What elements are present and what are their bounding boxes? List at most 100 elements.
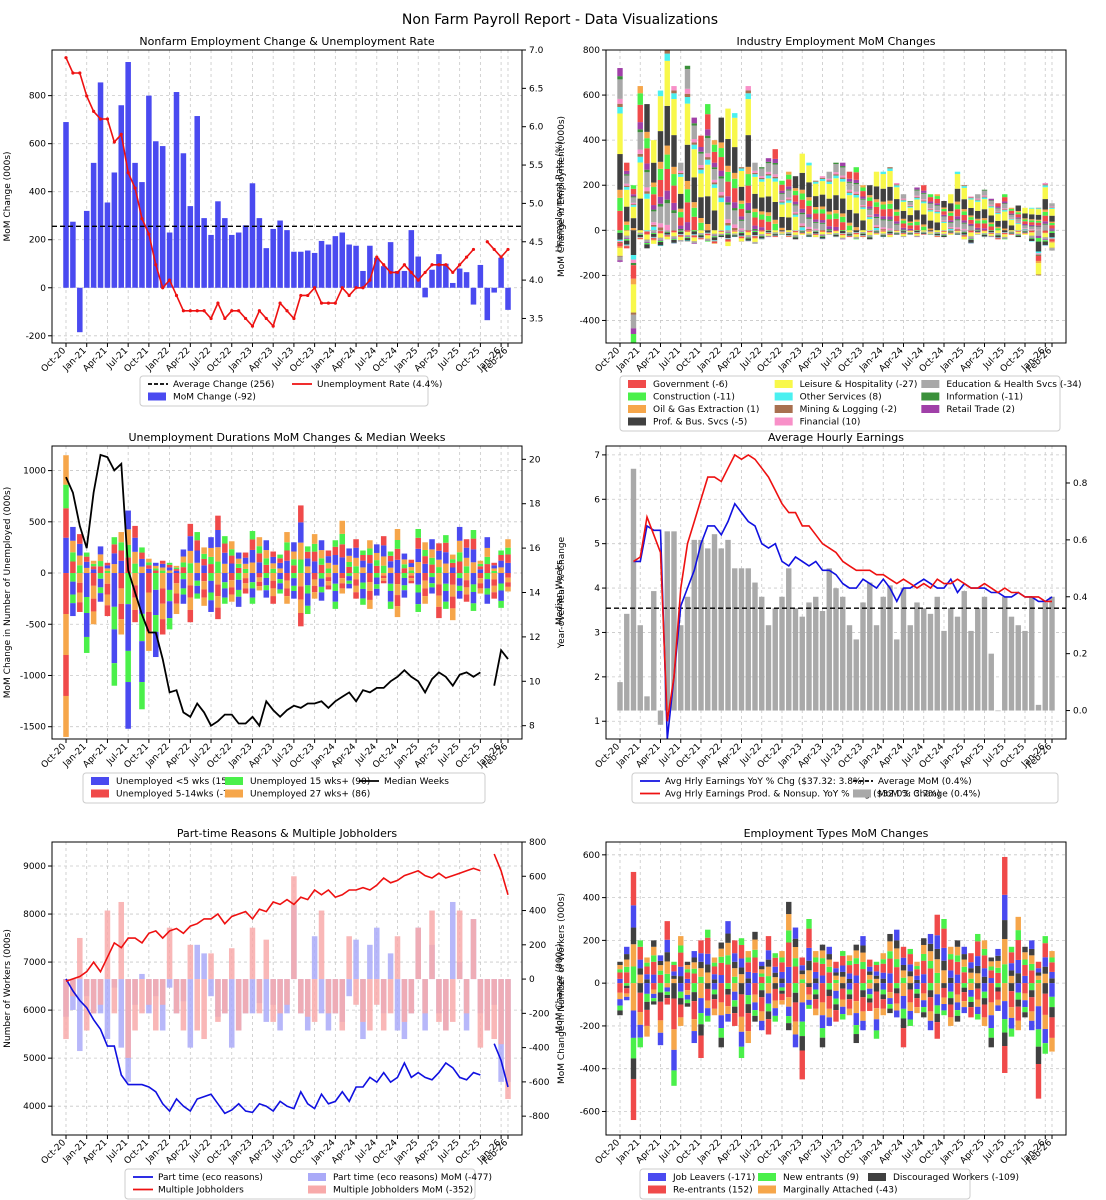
stacked-bar-segment (846, 192, 853, 196)
stacked-bar-segment (765, 196, 772, 213)
stacked-bar-segment (968, 226, 974, 231)
stacked-bar-segment (988, 983, 994, 1003)
stacked-bar-segment (961, 209, 967, 212)
stacked-bar-segment (698, 151, 704, 154)
stacked-bar-segment (277, 554, 283, 559)
stacked-bar-segment (339, 544, 346, 558)
stacked-bar-segment (860, 235, 866, 237)
stacked-bar-segment (752, 1010, 758, 1016)
stacked-bar-segment (380, 565, 387, 574)
stacked-bar-segment (718, 233, 724, 235)
stacked-bar-segment (948, 227, 954, 229)
stacked-bar-segment (180, 594, 187, 604)
stacked-bar-segment (853, 172, 859, 180)
stacked-bar-segment (786, 1023, 792, 1031)
stacked-bar-segment (867, 988, 873, 995)
stacked-bar-segment (732, 147, 738, 173)
stacked-bar-segment (63, 537, 69, 574)
stacked-bar-segment (671, 90, 677, 94)
stacked-bar-segment (806, 1004, 812, 1009)
stacked-bar-segment (738, 170, 745, 187)
stacked-bar-segment (691, 230, 697, 232)
stacked-bar-segment (1015, 223, 1021, 225)
stacked-bar-segment (651, 205, 657, 210)
stacked-bar-segment (813, 978, 819, 984)
stacked-bar-segment (759, 983, 765, 991)
stacked-bar-segment (806, 234, 812, 236)
stacked-bar-segment (954, 1002, 961, 1011)
stacked-bar-segment (786, 232, 792, 233)
stacked-bar-segment (104, 568, 111, 571)
stacked-bar-segment (792, 190, 799, 196)
bar-multiple-jobholders-mom (118, 901, 125, 980)
stacked-bar-segment (104, 565, 111, 569)
stacked-bar-segment (664, 145, 670, 155)
stacked-bar-segment (1022, 228, 1028, 229)
stacked-bar-segment (1008, 1017, 1015, 1029)
stacked-bar-segment (139, 558, 145, 567)
stacked-bar-segment (927, 997, 934, 1012)
stacked-bar-segment (914, 199, 920, 211)
stacked-bar-segment (772, 178, 778, 182)
stacked-bar-segment (298, 573, 304, 587)
stacked-bar-segment (1022, 952, 1028, 960)
stacked-bar-segment (1022, 231, 1028, 233)
stacked-bar-segment (1035, 237, 1042, 242)
stacked-bar-segment (1015, 210, 1021, 213)
stacked-bar-segment (651, 239, 657, 241)
stacked-bar-segment (968, 196, 974, 198)
bar-mom-change (498, 257, 504, 288)
stacked-bar-segment (284, 532, 290, 543)
bar-multiple-jobholders-mom (215, 979, 221, 1022)
unemployment-rate-line-point (188, 309, 192, 313)
stacked-bar-segment (961, 946, 967, 955)
stacked-bar-segment (813, 221, 819, 223)
stacked-bar-segment (826, 234, 832, 235)
stacked-bar-segment (651, 187, 657, 195)
bar-multiple-jobholders-mom (139, 979, 145, 1014)
stacked-bar-segment (429, 539, 435, 550)
stacked-bar-segment (153, 568, 159, 571)
stacked-bar-segment (725, 238, 731, 239)
stacked-bar-segment (961, 222, 967, 224)
stacked-bar-segment (732, 188, 738, 203)
stacked-bar-segment (1042, 185, 1048, 188)
stacked-bar-segment (671, 212, 677, 231)
y2-tick-label: 4.0 (529, 276, 544, 286)
stacked-bar-segment (880, 171, 886, 175)
stacked-bar-segment (988, 1028, 994, 1038)
stacked-bar-segment (153, 562, 159, 566)
stacked-bar-segment (738, 230, 745, 232)
bar-mom-change (470, 287, 477, 305)
stacked-bar-segment (360, 598, 366, 605)
stacked-bar-segment (304, 558, 311, 567)
stacked-bar-segment (711, 237, 718, 241)
stacked-bar-segment (711, 974, 718, 980)
stacked-bar-segment (934, 983, 940, 995)
stacked-bar-segment (759, 176, 765, 178)
stacked-bar-segment (927, 201, 934, 204)
stacked-bar-segment (833, 226, 839, 231)
stacked-bar-segment (664, 60, 670, 106)
stacked-bar-segment (846, 994, 853, 1000)
stacked-bar-segment (617, 210, 623, 231)
stacked-bar-segment (630, 204, 637, 206)
stacked-bar-segment (394, 606, 401, 618)
stacked-bar-segment (887, 983, 893, 993)
stacked-bar-segment (981, 190, 988, 196)
stacked-bar-segment (651, 998, 657, 1002)
stacked-bar-segment (664, 983, 670, 988)
stacked-bar-segment (725, 239, 731, 242)
stacked-bar-segment (799, 983, 805, 1003)
stacked-bar-segment (968, 968, 974, 973)
stacked-bar-segment (718, 948, 724, 957)
stacked-bar-segment (644, 979, 650, 984)
stacked-bar-segment (732, 231, 738, 234)
stacked-bar-segment (894, 988, 900, 994)
bar-mom-pct-change (894, 639, 900, 711)
y-tick-label: -1000 (20, 671, 46, 681)
stacked-bar-segment (954, 216, 961, 220)
stacked-bar-segment (630, 188, 637, 195)
stacked-bar-segment (657, 227, 664, 231)
stacked-bar-segment (651, 974, 657, 984)
